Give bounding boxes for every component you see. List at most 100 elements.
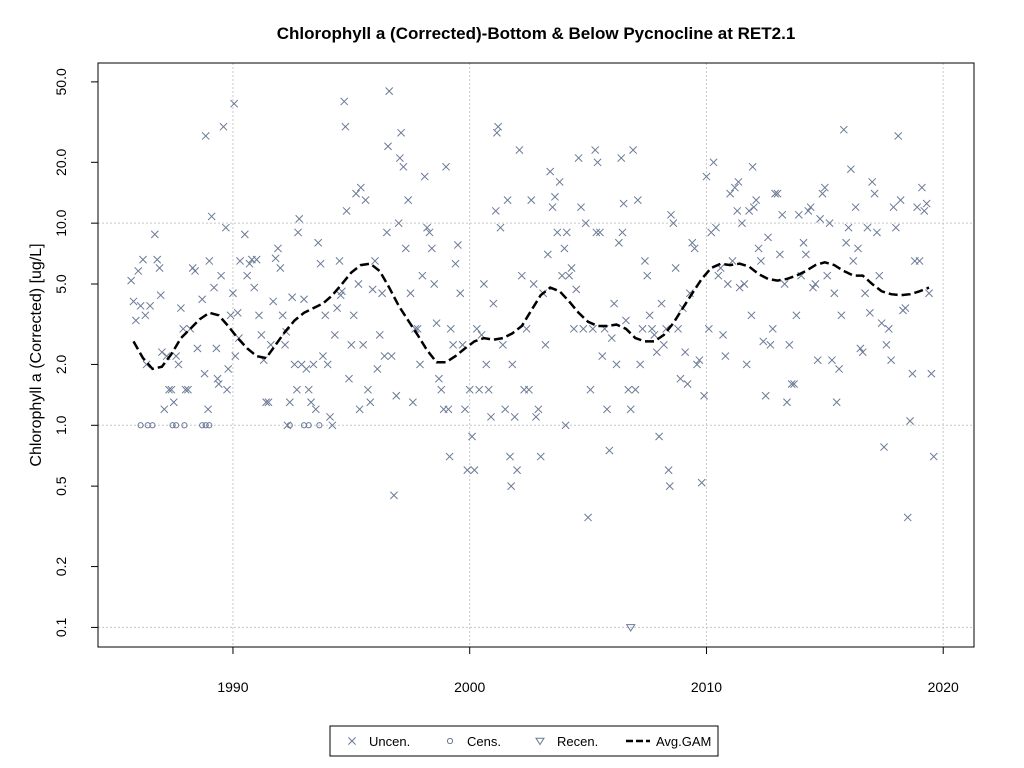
uncensored-point — [785, 340, 794, 349]
uncensored-point — [487, 412, 495, 421]
uncensored-point — [366, 398, 375, 407]
uncensored-point — [624, 385, 633, 394]
uncensored-point — [719, 330, 727, 339]
uncensored-point — [461, 405, 469, 414]
uncensored-point — [778, 210, 787, 219]
uncensored-point — [887, 356, 896, 365]
uncensored-point — [385, 87, 394, 96]
uncensored-point — [659, 340, 668, 349]
uncensored-point — [359, 340, 368, 349]
uncensored-point — [605, 446, 614, 455]
uncensored-point — [453, 241, 462, 249]
uncensored-point — [363, 385, 372, 394]
x-tick-label: 2020 — [928, 679, 959, 695]
uncensored-point — [595, 228, 604, 237]
censored-point — [149, 422, 156, 429]
uncensored-point — [201, 132, 210, 140]
uncensored-point — [586, 385, 595, 394]
uncensored-point — [226, 311, 235, 320]
uncensored-point — [787, 380, 796, 388]
uncensored-point — [891, 223, 900, 232]
uncensored-point — [768, 324, 777, 333]
uncensored-point — [697, 478, 706, 487]
uncensored-point — [472, 324, 481, 333]
uncensored-point — [813, 356, 822, 365]
uncensored-point — [463, 466, 472, 475]
uncensored-point — [210, 283, 218, 292]
uncensored-point — [529, 280, 538, 288]
uncensored-point — [204, 405, 213, 414]
y-axis-label: Chlorophyll a (Corrected) [ug/L] — [28, 243, 45, 466]
uncensored-point — [276, 264, 285, 272]
uncensored-point — [915, 257, 924, 265]
uncensored-point — [816, 214, 825, 223]
uncensored-point — [614, 238, 623, 247]
uncensored-point — [302, 364, 311, 373]
uncensored-point — [610, 299, 619, 308]
uncensored-point — [484, 385, 493, 394]
uncensored-point — [181, 385, 190, 394]
uncensored-point — [371, 257, 379, 265]
uncensored-point — [818, 189, 827, 198]
y-tick-label: 5.0 — [53, 274, 69, 294]
uncensored-point — [425, 228, 434, 237]
uncensored-point — [643, 271, 652, 280]
uncensored-point — [498, 340, 507, 349]
uncensored-point — [723, 280, 732, 288]
uncensored-point — [704, 324, 713, 333]
uncensored-point — [652, 348, 661, 357]
uncensored-point — [212, 344, 221, 353]
uncensored-point — [804, 206, 813, 215]
uncensored-point — [593, 158, 602, 167]
uncensored-point — [172, 352, 181, 361]
uncensored-point — [356, 183, 365, 192]
uncensored-point — [591, 146, 600, 155]
uncensored-point — [373, 364, 382, 373]
uncensored-point — [479, 280, 488, 288]
uncensored-point — [913, 203, 922, 212]
x-axis: 1990 2000 2010 2020 — [217, 647, 959, 695]
uncensored-point — [214, 380, 223, 388]
uncensored-point — [842, 238, 851, 247]
uncensored-point — [155, 264, 164, 272]
uncensored-point — [345, 374, 353, 383]
uncensored-point — [219, 122, 228, 131]
uncensored-point — [748, 162, 757, 171]
uncensored-point — [245, 259, 254, 268]
censored-point — [137, 422, 144, 429]
uncensored-point — [142, 360, 151, 369]
uncensored-point — [550, 192, 559, 201]
uncensored-point — [387, 352, 396, 361]
uncensored-point — [558, 271, 566, 280]
uncensored-point — [368, 285, 377, 294]
uncensored-point — [688, 238, 697, 247]
uncensored-point — [569, 324, 578, 333]
uncensored-point — [775, 250, 784, 259]
uncensored-point — [153, 255, 162, 264]
uncensored-point — [638, 324, 647, 333]
y-tick-label: 0.2 — [53, 557, 69, 577]
uncensored-point — [721, 352, 730, 361]
uncensored-point — [515, 146, 524, 155]
uncensored-point — [508, 360, 517, 369]
uncensored-point — [640, 257, 649, 265]
uncensored-point — [300, 295, 308, 304]
uncensored-point — [618, 228, 627, 237]
uncensored-point — [901, 304, 910, 313]
plot-frame — [97, 62, 975, 648]
uncensored-point — [321, 311, 330, 320]
uncensored-point — [830, 289, 839, 298]
uncensored-point — [884, 324, 893, 333]
uncensored-point — [809, 283, 817, 292]
uncensored-point — [404, 196, 413, 205]
uncensored-point — [761, 391, 770, 400]
uncensored-point — [839, 125, 848, 134]
uncensored-point — [406, 289, 415, 298]
uncensored-point — [330, 330, 339, 339]
uncensored-point — [352, 189, 361, 198]
uncensored-point — [735, 283, 744, 292]
uncensored-point — [645, 311, 654, 320]
y-tick-label: 2.0 — [53, 355, 69, 375]
uncensored-point — [868, 177, 877, 186]
